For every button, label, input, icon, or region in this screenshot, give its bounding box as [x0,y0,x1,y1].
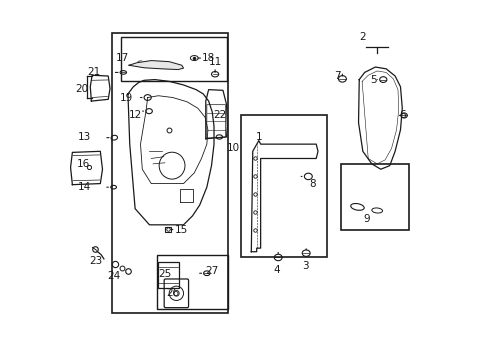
Bar [121,37,226,81]
Text: 23: 23 [89,256,102,266]
Text: 24: 24 [107,271,120,281]
Text: 20: 20 [75,84,88,94]
Bar [341,164,408,230]
Text: 11: 11 [209,57,222,67]
Text: 21: 21 [87,67,101,77]
Text: 1: 1 [255,132,262,142]
Text: 7: 7 [334,71,340,81]
Polygon shape [129,60,183,69]
Bar [156,255,228,309]
Text: 16: 16 [76,159,90,169]
Text: 26: 26 [166,288,179,298]
Text: 13: 13 [78,132,91,142]
Text: 18: 18 [202,53,215,63]
Text: 17: 17 [116,53,129,63]
Text: 22: 22 [212,111,225,121]
Text: 3: 3 [302,261,308,271]
Text: 9: 9 [363,215,369,224]
Text: 4: 4 [273,265,280,275]
Text: 15: 15 [175,225,188,235]
Text: 27: 27 [205,266,219,276]
Text: 25: 25 [158,269,171,279]
Text: 5: 5 [369,75,376,85]
Text: 6: 6 [398,111,405,121]
Text: 10: 10 [227,143,240,153]
Bar [112,33,228,313]
Text: 2: 2 [359,32,366,41]
Bar [241,116,326,257]
Bar [158,262,179,288]
Text: 12: 12 [128,111,142,121]
Text: 14: 14 [78,182,91,192]
Text: 8: 8 [309,179,315,189]
Text: 19: 19 [119,93,133,103]
